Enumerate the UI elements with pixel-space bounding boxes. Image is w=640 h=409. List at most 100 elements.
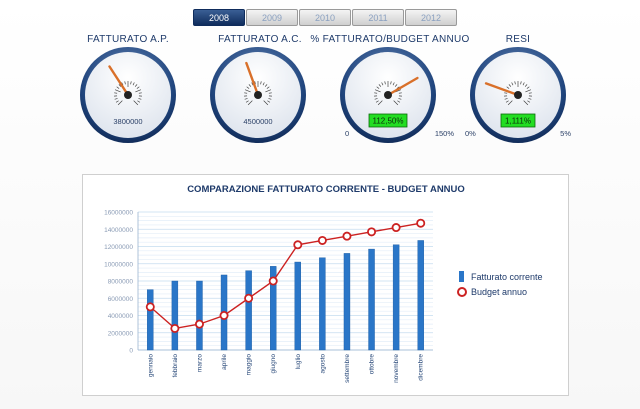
gauge-tick (118, 84, 122, 87)
bar[interactable] (245, 270, 252, 351)
chart-title: COMPARAZIONE FATTURATO CORRENTE - BUDGET… (187, 184, 465, 195)
x-tick-label: giugno (270, 354, 277, 374)
x-tick-label: novembre (393, 354, 400, 383)
chart-x-ticks: gennaio febbraio marzo aprile maggio giugno lu… (147, 354, 424, 383)
gauge-title: % FATTURATO/BUDGET ANNUO (310, 34, 470, 45)
gauge-tick (254, 81, 256, 85)
bar[interactable] (196, 280, 203, 351)
line-marker[interactable] (268, 276, 278, 286)
gauge-tick (114, 89, 121, 93)
gauge-tick (136, 86, 140, 89)
bar[interactable] (392, 244, 400, 351)
bar[interactable] (319, 257, 326, 351)
x-tick-label: gennaio (147, 354, 154, 378)
gauge-fatturato-budget: 112,50% 0 150% (340, 47, 454, 143)
y-tick-label: 0 (129, 348, 133, 355)
gauge-hub (254, 91, 262, 99)
gauge-tick (523, 100, 529, 106)
gauge-tick (375, 100, 379, 103)
gauge-tick (264, 84, 268, 87)
gauge-tick (244, 89, 251, 93)
gauge-tick (522, 82, 525, 86)
gauge-tick (504, 98, 508, 100)
gauge-tick (374, 98, 378, 100)
gauge-tick (377, 100, 383, 106)
line-marker[interactable] (219, 310, 229, 320)
chart-y-ticks: 0 2000000 4000000 6000000 8000000 10000000 120… (104, 210, 133, 355)
line-marker[interactable] (293, 240, 303, 250)
gauge-hub (384, 91, 392, 99)
gauge-ticks (374, 81, 402, 106)
gauge-max-label: 5% (560, 129, 571, 138)
gauge-tick (376, 86, 380, 89)
gauge-tick (524, 84, 528, 87)
gauge-tick (133, 100, 139, 106)
bar[interactable] (368, 248, 375, 351)
gauge-tick (528, 98, 532, 100)
x-tick-label: maggio (246, 354, 253, 376)
gauge-tick (392, 82, 395, 86)
gauge-tick (514, 81, 516, 85)
bar[interactable] (147, 289, 154, 351)
gauge-tick (265, 89, 272, 93)
x-tick-label: aprile (221, 354, 228, 370)
legend-bar-swatch (459, 271, 464, 282)
gauge-tick (381, 82, 384, 86)
tab-year[interactable]: 2012 (405, 9, 457, 26)
x-tick-label: ottobre (369, 354, 376, 375)
gauge-tick (132, 82, 135, 86)
x-tick-label: settembre (344, 354, 351, 383)
line-marker[interactable] (416, 218, 426, 228)
bar[interactable] (343, 253, 351, 351)
line-marker[interactable] (342, 231, 352, 241)
gauge-tick (246, 86, 250, 89)
gauge-tick (508, 84, 512, 87)
tab-year[interactable]: 2010 (299, 9, 351, 26)
line-marker[interactable] (194, 319, 204, 329)
tab-year[interactable]: 2009 (246, 9, 298, 26)
comparison-chart-panel: COMPARAZIONE FATTURATO CORRENTE - BUDGET… (82, 174, 569, 396)
y-tick-label: 12000000 (104, 244, 133, 251)
tab-year[interactable]: 2011 (352, 9, 404, 26)
gauge-tick (525, 89, 532, 93)
gauge-tick (266, 86, 270, 89)
x-tick-label: agosto (319, 354, 326, 374)
gauge-readout-box (368, 113, 408, 128)
bar[interactable] (417, 240, 424, 351)
line-marker[interactable] (145, 302, 155, 312)
bar[interactable] (294, 261, 301, 351)
line-marker[interactable] (391, 223, 401, 233)
gauge-max-label: 150% (435, 129, 455, 138)
line-marker[interactable] (317, 235, 327, 245)
y-tick-label: 14000000 (104, 227, 133, 234)
gauge-min-label: 0 (345, 129, 349, 138)
gauge-readout-box (500, 113, 536, 128)
gauge-tick (267, 100, 271, 103)
tab-year[interactable]: 2008 (193, 9, 245, 26)
legend-label: Budget annuo (471, 287, 527, 297)
gauge-tick (245, 100, 249, 103)
gauge-fatturato-ap: 3800000 (80, 47, 176, 143)
gauge-tick (390, 81, 392, 85)
gauge-title: FATTURATO A.P. (87, 34, 169, 45)
line-marker[interactable] (367, 227, 377, 237)
gauge-needle (386, 76, 419, 97)
gauge-ticks (504, 81, 532, 106)
line-marker[interactable] (170, 323, 180, 333)
gauge-tick (374, 89, 381, 93)
bar[interactable] (270, 266, 277, 351)
gauge-tick (114, 98, 118, 100)
chart-line (145, 218, 426, 333)
gauge-hub (514, 91, 522, 99)
gauge-tick (398, 98, 402, 100)
gauge-tick (244, 98, 248, 100)
bar[interactable] (171, 280, 179, 351)
x-tick-label: luglio (295, 354, 302, 370)
y-tick-label: 8000000 (108, 279, 134, 286)
line-marker[interactable] (244, 293, 254, 303)
comparison-chart: COMPARAZIONE FATTURATO CORRENTE - BUDGET… (104, 184, 542, 383)
gauge-tick (397, 100, 401, 103)
gauge-tick (248, 84, 252, 87)
gauge-tick (393, 100, 399, 106)
gauge-resi: 1,111% 0% 5% (465, 47, 571, 143)
